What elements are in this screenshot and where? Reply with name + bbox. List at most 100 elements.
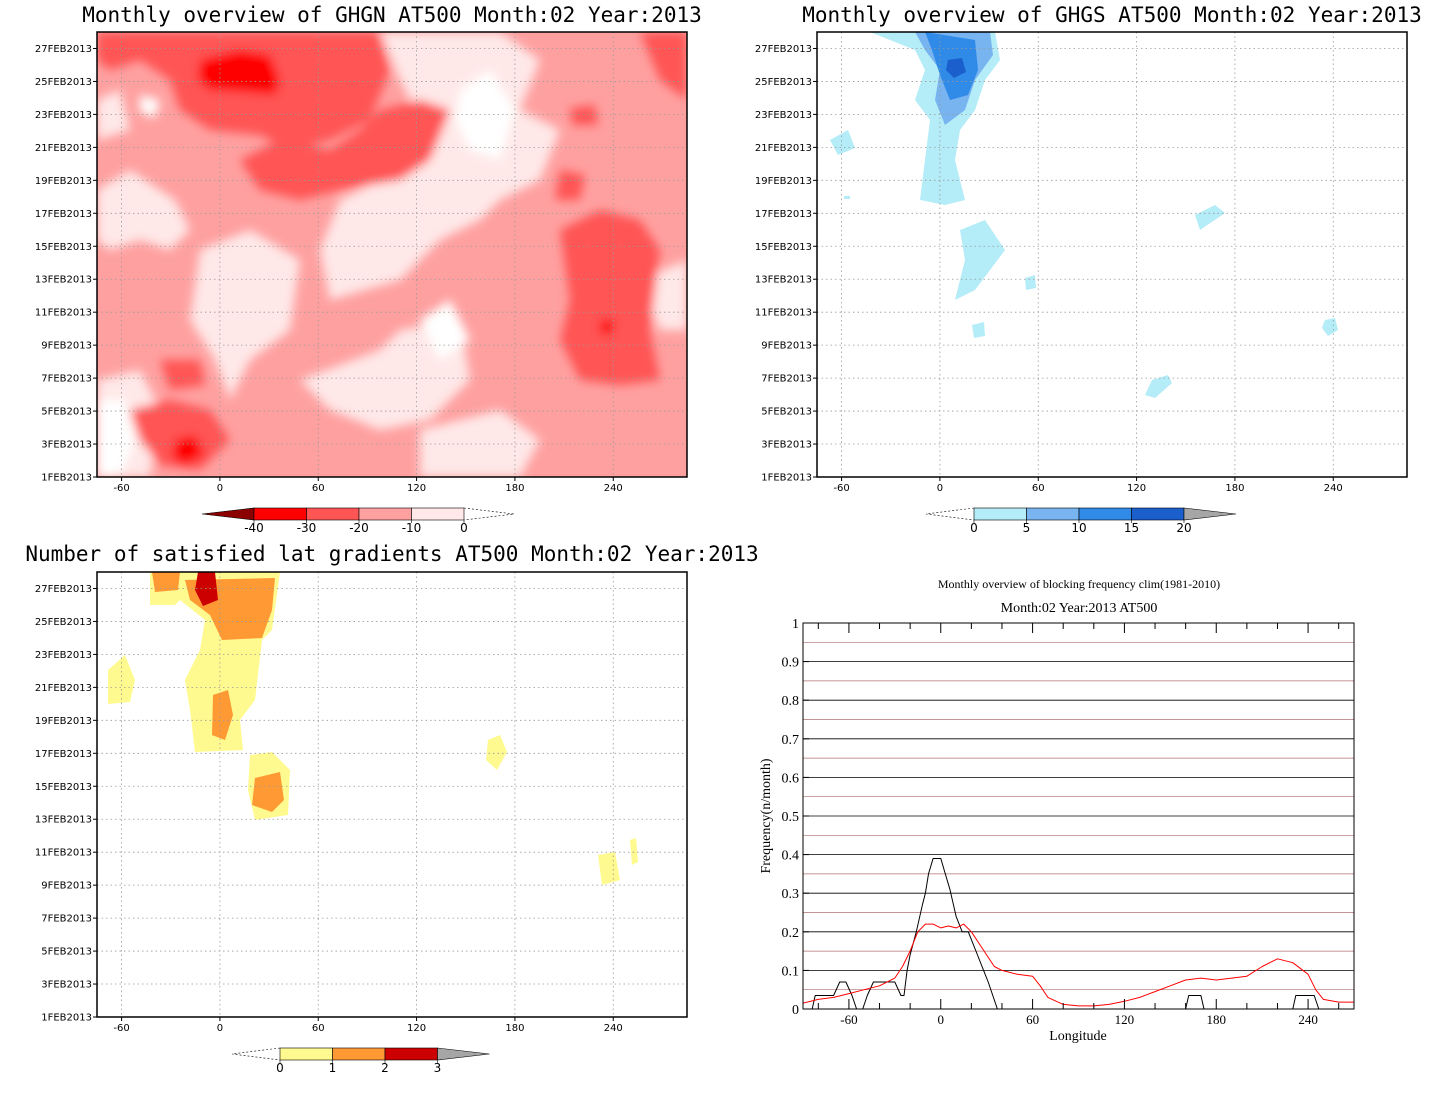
lat-gradients-colorbar-box: [332, 1047, 386, 1061]
ghgn-xtick-label: 60: [312, 483, 325, 494]
ghgn-ytick-label: 19FEB2013: [35, 176, 92, 187]
lat-gradients-colorbar-label: 1: [329, 1061, 337, 1075]
ghgn-colorbar-label: -20: [349, 521, 369, 535]
ghgs-colorbar-box: [1026, 507, 1080, 521]
ghgn-ytick-label: 25FEB2013: [35, 77, 92, 88]
ghgn-colorbar-high-triangle: [463, 507, 515, 521]
ghgs-xtick-label: 240: [1324, 483, 1343, 494]
ghgs-colorbar-box: [1131, 507, 1185, 521]
ghgs-panel: Monthly overview of GHGS AT500 Month:02 …: [755, 3, 1422, 535]
lat-gradients-panel: Number of satisfied lat gradients AT500 …: [25, 542, 758, 1075]
ghgs-ytick-label: 9FEB2013: [761, 341, 812, 352]
chart-ytick-label: 0.7: [782, 733, 800, 748]
ghgn-colorbar-label: -30: [297, 521, 317, 535]
ghgn-panel: Monthly overview of GHGN AT500 Month:02 …: [35, 3, 702, 535]
chart-xtick-label: 180: [1207, 1012, 1227, 1027]
ghgn-contour-field: [97, 32, 687, 477]
chart-ytick-label: 0.6: [782, 771, 800, 786]
ghgs-colorbar: 0 5 10 15 20: [925, 507, 1237, 535]
ghgn-ytick-label: 27FEB2013: [35, 44, 92, 55]
lat-gradients-xtick-label: 60: [312, 1023, 325, 1034]
chart-ylabel: Frequency(n/month): [759, 758, 774, 873]
ghgs-colorbar-label: 20: [1176, 521, 1191, 535]
chart-xtick-label: 0: [938, 1012, 945, 1027]
lat-gradients-ytick-label: 7FEB2013: [41, 914, 92, 925]
lat-gradients-contour-field: [97, 572, 687, 1017]
lat-gradients-xtick-label: 120: [407, 1023, 426, 1034]
chart-gridlines: [803, 641, 1354, 991]
ghgn-ytick-label: 13FEB2013: [35, 275, 92, 286]
lat-gradients-colorbar-label: 0: [276, 1061, 284, 1075]
ghgs-ytick-label: 3FEB2013: [761, 440, 812, 451]
ghgn-ytick-label: 5FEB2013: [41, 407, 92, 418]
ghgn-colorbar-label: -10: [402, 521, 422, 535]
chart-series-red-line: [803, 923, 1354, 1007]
ghgn-xtick-label: 120: [407, 483, 426, 494]
lat-gradients-colorbar-label: 2: [381, 1061, 389, 1075]
ghgs-colorbar-label: 10: [1071, 521, 1086, 535]
ghgs-ytick-label: 17FEB2013: [755, 209, 812, 220]
chart-ytick-label: 0.5: [782, 810, 800, 825]
lat-gradients-xtick-label: 0: [217, 1023, 223, 1034]
ghgs-title: Monthly overview of GHGS AT500 Month:02 …: [802, 3, 1422, 27]
ghgn-ytick-label: 23FEB2013: [35, 110, 92, 121]
lat-gradients-ytick-label: 19FEB2013: [35, 716, 92, 727]
ghgn-xtick-label: -60: [113, 483, 129, 494]
ghgn-ytick-label: 17FEB2013: [35, 209, 92, 220]
ghgn-title: Monthly overview of GHGN AT500 Month:02 …: [82, 3, 702, 27]
chart-ytick-label: 0: [792, 1003, 799, 1018]
ghgs-colorbar-label: 15: [1124, 521, 1139, 535]
chart-xlabel: Longitude: [1049, 1029, 1107, 1044]
ghgn-ytick-label: 21FEB2013: [35, 143, 92, 154]
ghgs-colorbar-low-triangle: [925, 507, 975, 521]
lat-gradients-ytick-label: 23FEB2013: [35, 650, 92, 661]
lat-gradients-colorbar-low-triangle: [231, 1047, 281, 1061]
chart-xtick-label: 240: [1298, 1012, 1318, 1027]
lat-gradients-ytick-label: 21FEB2013: [35, 683, 92, 694]
ghgs-colorbar-label: 0: [970, 521, 978, 535]
ghgs-ytick-label: 13FEB2013: [755, 275, 812, 286]
ghgn-colorbar-label: -40: [244, 521, 264, 535]
lat-gradients-xtick-label: -60: [113, 1023, 129, 1034]
chart-subtitle: Month:02 Year:2013 AT500: [1001, 601, 1158, 616]
lat-gradients-plot-frame: [96, 571, 688, 1018]
ghgn-plot-frame: [96, 31, 688, 478]
ghgs-ytick-label: 5FEB2013: [761, 407, 812, 418]
ghgs-xtick-label: 180: [1225, 483, 1244, 494]
chart-xtick-label: 60: [1026, 1012, 1039, 1027]
lat-gradients-ytick-label: 13FEB2013: [35, 815, 92, 826]
ghgn-xtick-label: 180: [505, 483, 524, 494]
lat-gradients-ytick-label: 27FEB2013: [35, 584, 92, 595]
chart-ytick-label: 0.1: [782, 964, 800, 979]
ghgs-ytick-label: 7FEB2013: [761, 374, 812, 385]
ghgs-ytick-label: 1FEB2013: [761, 473, 812, 484]
chart-series-black-line: [803, 858, 1354, 1009]
ghgs-xtick-label: 60: [1032, 483, 1045, 494]
lat-gradients-axes: -60 0 60 120 180 240 1FEB2013 3FEB2013 5FEB2013 7…: [35, 584, 623, 1034]
ghgs-axes: -60 0 60 120 180 240 1FEB2013 3FEB2013 5FEB2013 7…: [755, 44, 1343, 494]
ghgn-ytick-label: 7FEB2013: [41, 374, 92, 385]
lat-gradients-colorbar-box: [384, 1047, 438, 1061]
ghgs-xtick-label: 0: [937, 483, 943, 494]
ghgs-plot-frame: [816, 31, 1408, 478]
ghgn-colorbar-label: 0: [460, 521, 468, 535]
lat-gradients-ytick-label: 9FEB2013: [41, 881, 92, 892]
ghgn-ytick-label: 9FEB2013: [41, 341, 92, 352]
ghgn-xtick-label: 240: [604, 483, 623, 494]
ghgn-colorbar-low-triangle: [201, 507, 255, 521]
ghgn-ytick-label: 11FEB2013: [35, 308, 92, 319]
ghgn-ytick-label: 3FEB2013: [41, 440, 92, 451]
lat-gradients-ytick-label: 3FEB2013: [41, 980, 92, 991]
ghgs-ytick-label: 21FEB2013: [755, 143, 812, 154]
chart-ytick-label: 0.2: [782, 926, 800, 941]
lat-gradients-colorbar: 0 1 2 3: [231, 1047, 490, 1075]
ghgs-ytick-label: 25FEB2013: [755, 77, 812, 88]
ghgs-contour-field: [817, 32, 1407, 477]
ghgs-ytick-label: 19FEB2013: [755, 176, 812, 187]
lat-gradients-ytick-label: 1FEB2013: [41, 1013, 92, 1024]
ghgn-colorbar-box: [253, 507, 307, 521]
lat-gradients-ytick-label: 15FEB2013: [35, 782, 92, 793]
ghgs-ytick-label: 15FEB2013: [755, 242, 812, 253]
ghgs-ytick-label: 23FEB2013: [755, 110, 812, 121]
